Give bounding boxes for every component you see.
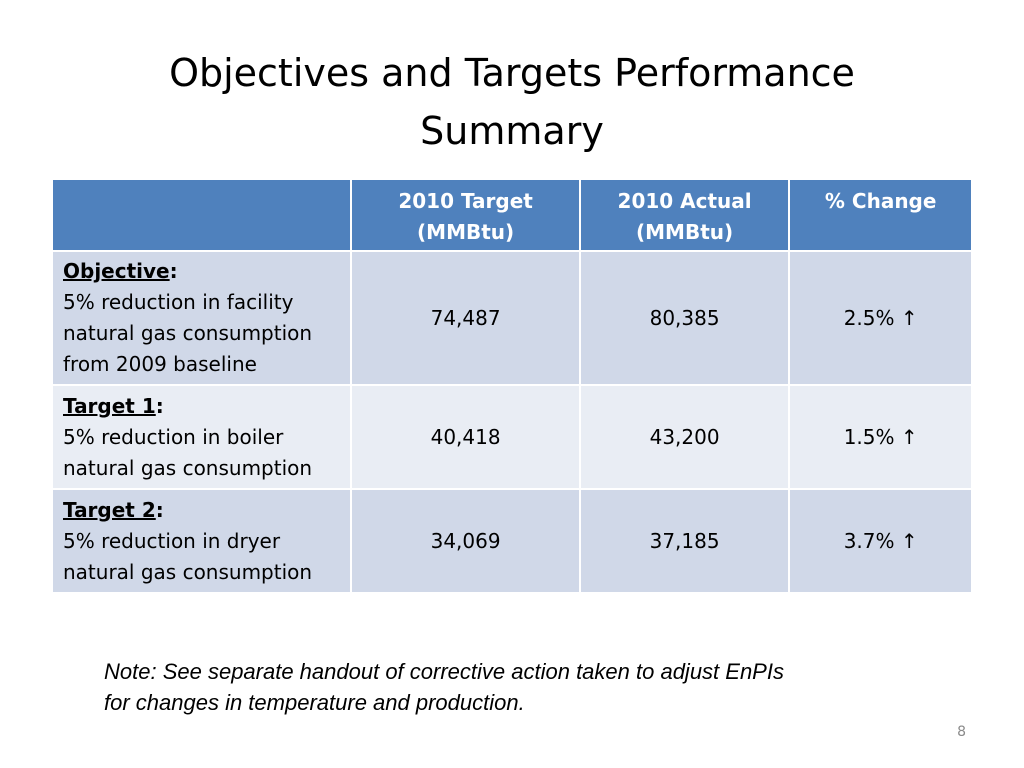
header-blank bbox=[50, 178, 353, 252]
objective-actual-value: 80,385 bbox=[578, 250, 791, 386]
target-1-label: Target 1: bbox=[63, 393, 164, 418]
target-1-percent-change: 1.5% ↑ bbox=[788, 384, 973, 490]
slide-title-line-2: Summary bbox=[420, 109, 604, 153]
header-2010-actual-line-1: 2010 Actual bbox=[617, 189, 752, 213]
table-row-target-1: Target 1: 5% reduction in boiler natural… bbox=[50, 384, 973, 490]
target-2-percent-change: 3.7% ↑ bbox=[788, 488, 973, 594]
objective-line-1: 5% reduction in facility bbox=[63, 290, 294, 314]
objective-line-3: from 2009 baseline bbox=[63, 352, 257, 376]
footnote-line-1: Note: See separate handout of corrective… bbox=[104, 659, 784, 684]
objective-percent-change: 2.5% ↑ bbox=[788, 250, 973, 386]
page-number: 8 bbox=[957, 724, 966, 740]
objective-line-2: natural gas consumption bbox=[63, 321, 313, 345]
header-2010-target-line-1: 2010 Target bbox=[398, 189, 533, 213]
slide-title: Objectives and Targets Performance Summa… bbox=[112, 44, 912, 160]
target-2-description: Target 2: 5% reduction in dryer natural … bbox=[50, 488, 353, 594]
target-2-label: Target 2: bbox=[63, 497, 164, 522]
footnote-line-2: for changes in temperature and productio… bbox=[104, 690, 525, 715]
header-percent-change: % Change bbox=[788, 178, 973, 252]
target-2-target-value: 34,069 bbox=[350, 488, 581, 594]
objective-label: Objective: bbox=[63, 259, 178, 283]
table-row-objective: Objective: 5% reduction in facility natu… bbox=[50, 250, 973, 386]
target-1-line-1: 5% reduction in boiler bbox=[63, 424, 284, 449]
table-row-target-2: Target 2: 5% reduction in dryer natural … bbox=[50, 488, 973, 594]
target-1-target-value: 40,418 bbox=[350, 384, 581, 490]
objective-target-value: 74,487 bbox=[350, 250, 581, 386]
slide-title-line-1: Objectives and Targets Performance bbox=[169, 51, 855, 95]
footnote: Note: See separate handout of corrective… bbox=[104, 656, 944, 718]
header-2010-actual-line-2: (MMBtu) bbox=[636, 220, 734, 244]
target-1-line-2: natural gas consumption bbox=[63, 455, 313, 480]
performance-summary-table: 2010 Target (MMBtu) 2010 Actual (MMBtu) … bbox=[50, 178, 973, 594]
header-2010-target: 2010 Target (MMBtu) bbox=[350, 178, 581, 252]
header-2010-actual: 2010 Actual (MMBtu) bbox=[578, 178, 791, 252]
header-percent-change-label: % Change bbox=[824, 189, 937, 213]
target-2-line-2: natural gas consumption bbox=[63, 559, 313, 584]
objective-description: Objective: 5% reduction in facility natu… bbox=[50, 250, 353, 386]
target-2-actual-value: 37,185 bbox=[578, 488, 791, 594]
target-2-line-1: 5% reduction in dryer bbox=[63, 528, 281, 553]
target-1-description: Target 1: 5% reduction in boiler natural… bbox=[50, 384, 353, 490]
table-header-row: 2010 Target (MMBtu) 2010 Actual (MMBtu) … bbox=[50, 178, 973, 252]
target-1-actual-value: 43,200 bbox=[578, 384, 791, 490]
header-2010-target-line-2: (MMBtu) bbox=[417, 220, 515, 244]
